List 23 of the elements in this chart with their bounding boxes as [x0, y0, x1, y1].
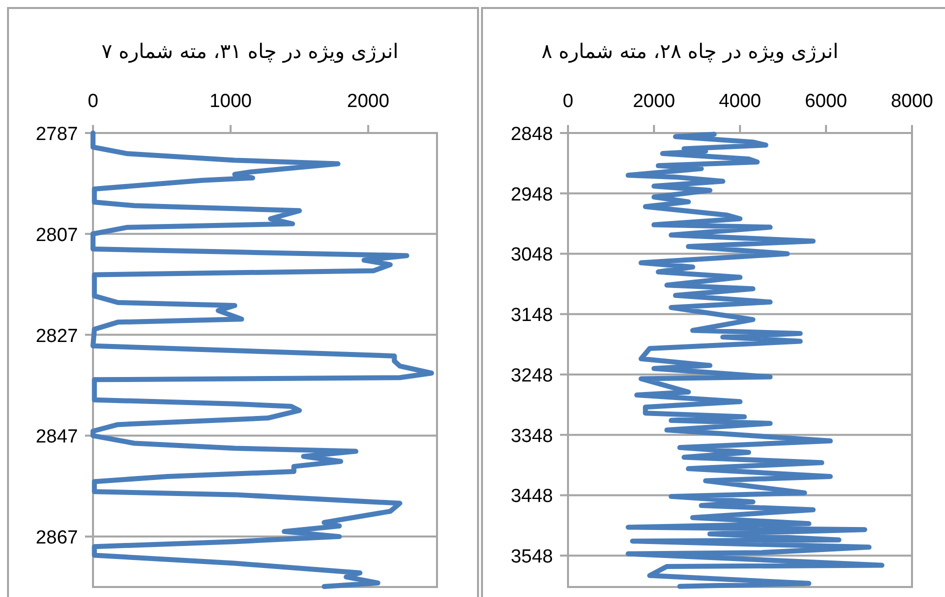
y-tick-label: 3048: [510, 244, 553, 266]
y-tick-label: 2807: [36, 224, 78, 246]
x-tick-label: 1000: [209, 91, 252, 112]
y-tick-label: 3148: [510, 305, 553, 326]
y-tick-label: 2948: [510, 184, 553, 206]
y-tick-label: 2848: [510, 124, 553, 145]
y-tick-label: 3548: [510, 546, 553, 568]
x-tick-label: 2000: [632, 91, 676, 112]
x-tick-label: 6000: [804, 91, 848, 112]
y-tick-label: 2787: [36, 124, 78, 145]
x-tick-label: 2000: [347, 91, 390, 112]
x-tick-label: 0: [562, 91, 574, 112]
x-tick-label: 8000: [890, 91, 934, 112]
y-tick-label: 3348: [510, 426, 553, 447]
y-tick-label: 2847: [36, 426, 78, 448]
chart-title: انرژی ویژه در چاه ۲۸، مته شماره ۸: [542, 39, 838, 63]
y-tick-label: 3248: [510, 365, 553, 386]
x-tick-label: 4000: [718, 91, 762, 112]
y-tick-label: 3448: [510, 486, 553, 508]
y-tick-label: 2827: [36, 326, 78, 347]
chart-title: انرژی ویژه در چاه ۳۱، مته شماره ۷: [102, 39, 398, 63]
y-tick-label: 2867: [36, 528, 78, 549]
x-tick-label: 0: [88, 91, 98, 112]
